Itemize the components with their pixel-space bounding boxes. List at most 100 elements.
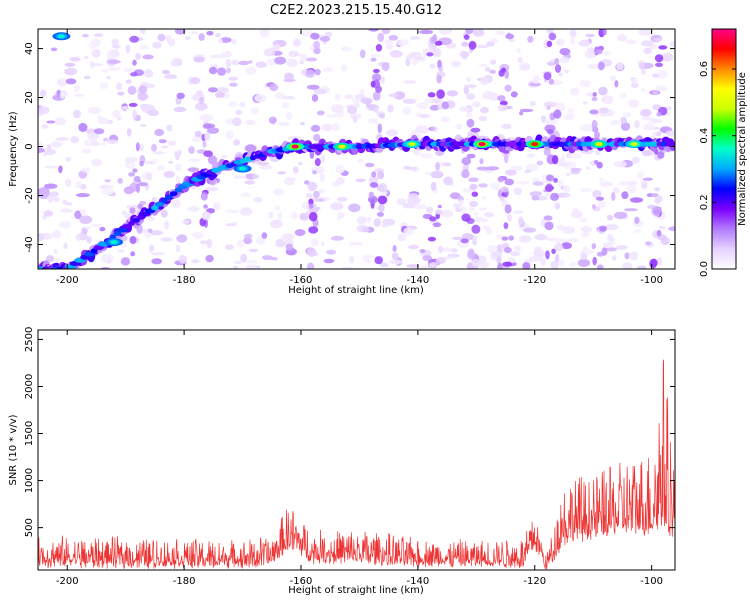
heatmap-cell: [429, 104, 440, 111]
heatmap-cell: [253, 197, 263, 203]
heatmap-cell: [231, 38, 237, 45]
heatmap-cell: [354, 94, 366, 99]
heatmap-cell: [306, 247, 317, 257]
x-tick-label: -200: [56, 576, 79, 587]
heatmap-cell: [151, 258, 163, 265]
heatmap-cell: [64, 62, 76, 67]
heatmap-cell: [501, 123, 512, 130]
heatmap-cell: [513, 187, 522, 196]
heatmap-cell: [65, 178, 72, 188]
heatmap-cell: [268, 211, 274, 219]
heatmap-cell: [261, 255, 273, 261]
heatmap-cell: [638, 29, 652, 36]
heatmap-cell: [353, 101, 361, 109]
heatmap-cell: [625, 39, 637, 45]
heatmap-cell: [466, 153, 476, 159]
heatmap-cell: [59, 208, 73, 213]
heatmap-cell: [368, 191, 375, 199]
heatmap-cell: [442, 162, 452, 167]
heatmap-cell: [531, 195, 540, 201]
heatmap-cell: [330, 235, 345, 241]
heatmap-cell: [274, 56, 287, 65]
heatmap-cell: [344, 94, 354, 100]
heatmap-cell: [536, 160, 544, 166]
heatmap-cell: [507, 257, 516, 264]
heatmap-cell: [615, 245, 628, 250]
heatmap-cell: [215, 32, 221, 38]
heatmap-cell: [151, 196, 157, 203]
heatmap-cell: [469, 200, 479, 208]
heatmap-cell: [370, 57, 377, 62]
heatmap-cell: [628, 251, 639, 261]
heatmap-cell: [225, 244, 234, 251]
heatmap-cell: [465, 29, 474, 35]
heatmap-cell: [162, 69, 170, 75]
heatmap-cell: [587, 63, 599, 69]
heatmap-cell: [356, 158, 365, 163]
heatmap-cell: [97, 114, 102, 121]
heatmap-cell: [234, 175, 240, 179]
heatmap-cell: [129, 35, 140, 43]
heatmap-cell: [147, 228, 153, 234]
heatmap-cell: [472, 29, 485, 37]
heatmap-cell: [306, 84, 320, 90]
heatmap-cell: [74, 93, 85, 97]
heatmap-cell: [466, 118, 475, 128]
heatmap-cell: [467, 250, 476, 260]
heatmap-cell: [245, 119, 256, 126]
heatmap-cell: [92, 38, 101, 48]
heatmap-cell: [420, 153, 433, 159]
heatmap-cell: [239, 102, 246, 108]
heatmap-cell: [381, 62, 390, 71]
heatmap-cell: [238, 175, 247, 179]
heatmap-cell: [477, 44, 489, 49]
heatmap-cell: [409, 36, 421, 40]
heatmap-cell: [429, 63, 436, 69]
heatmap-cell: [388, 34, 399, 41]
heatmap-cell: [529, 191, 543, 197]
heatmap-cell: [137, 92, 149, 101]
heatmap-cell: [653, 37, 663, 42]
heatmap-cell: [594, 160, 599, 165]
heatmap-cell: [508, 235, 515, 241]
heatmap-y-label: Frequency (Hz): [8, 111, 19, 187]
heatmap-cell: [430, 126, 436, 131]
heatmap-cell: [300, 122, 305, 126]
heatmap-cell: [670, 141, 675, 147]
heatmap-cell: [83, 75, 91, 80]
heatmap-cell: [49, 191, 59, 197]
heatmap-cell: [519, 62, 531, 71]
heatmap-cell: [554, 202, 561, 210]
heatmap-cell: [403, 227, 414, 236]
heatmap-cell: [368, 29, 379, 32]
heatmap-cell: [427, 92, 436, 98]
heatmap-cell: [422, 141, 430, 147]
heatmap-cell: [474, 216, 485, 222]
heatmap-peak: [57, 34, 65, 39]
heatmap-cell: [466, 111, 473, 118]
heatmap-cell: [272, 188, 285, 196]
heatmap-cell: [473, 212, 479, 216]
heatmap-cell: [465, 77, 472, 82]
heatmap-cell: [307, 181, 318, 192]
heatmap-cell: [504, 84, 512, 92]
heatmap-cell: [406, 264, 420, 268]
heatmap-cell: [618, 181, 629, 186]
heatmap-cell: [366, 216, 372, 223]
heatmap-cell: [169, 191, 178, 197]
heatmap-cell: [517, 216, 524, 225]
heatmap-cell: [389, 50, 403, 58]
heatmap-cell: [147, 216, 155, 222]
heatmap-cell: [443, 176, 454, 186]
heatmap-cell: [373, 218, 382, 227]
heatmap-cell: [404, 166, 418, 170]
heatmap-cell: [545, 183, 553, 192]
snr-x-label: Height of straight line (km): [288, 585, 424, 596]
heatmap-cell: [636, 171, 645, 179]
heatmap-cell: [647, 120, 653, 129]
heatmap-cell: [562, 185, 571, 193]
heatmap-cell: [386, 129, 399, 136]
heatmap-cell: [174, 187, 182, 193]
x-tick-label: -160: [290, 576, 313, 587]
